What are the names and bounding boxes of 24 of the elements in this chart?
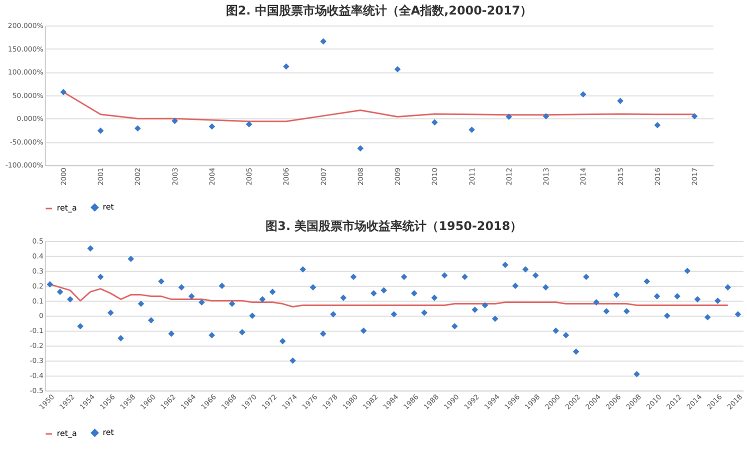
legend-label: ret (102, 428, 114, 437)
point (394, 66, 401, 72)
point (506, 114, 512, 120)
point (580, 91, 586, 98)
point (357, 145, 364, 152)
point (691, 113, 698, 120)
legend-label: ret_a (56, 428, 77, 438)
point (432, 119, 438, 126)
point (283, 63, 290, 70)
legend-label: ret_a (56, 204, 77, 213)
point (320, 38, 326, 45)
point (468, 126, 475, 133)
point (617, 98, 624, 104)
legend-label: ret (102, 202, 114, 212)
point (208, 123, 216, 130)
point (172, 118, 178, 124)
chart-title: 图3. 美国股票市场收益率统计（1950-2018） (266, 218, 522, 233)
point (654, 122, 661, 128)
point (246, 121, 252, 128)
point (134, 125, 141, 132)
point (60, 88, 67, 96)
point (97, 128, 104, 134)
chart-title: 图2. 中国股票市场收益率统计（全A指数,2000-2017） (226, 4, 532, 18)
point (542, 113, 550, 120)
